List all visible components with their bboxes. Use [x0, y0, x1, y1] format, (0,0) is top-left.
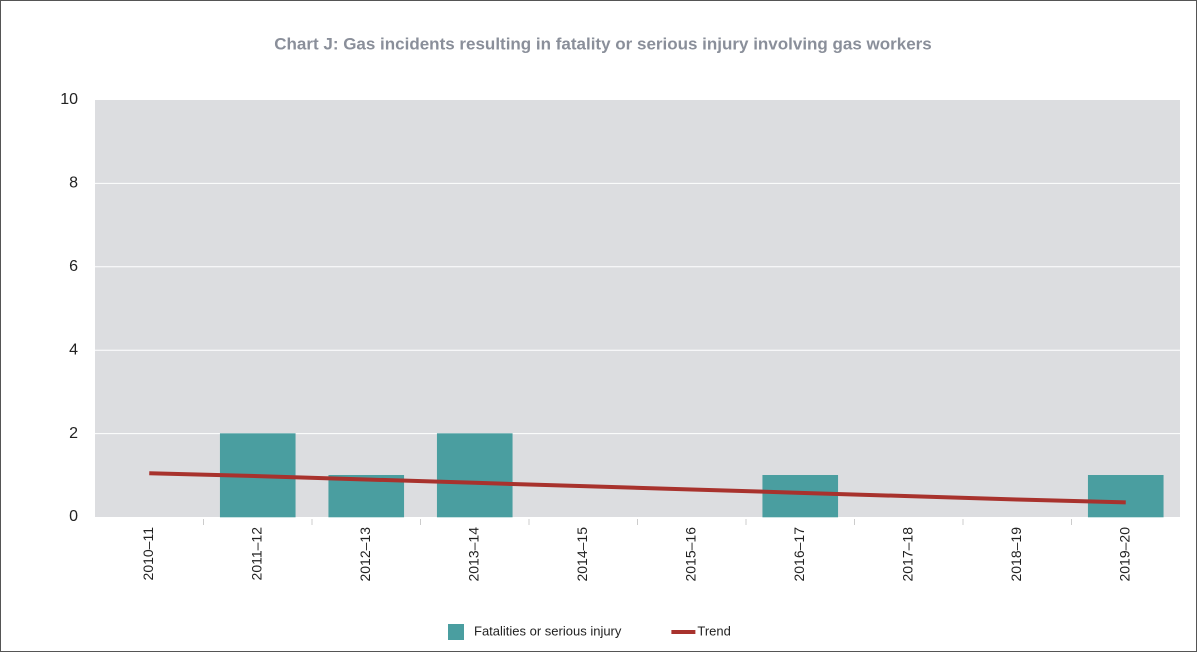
y-tick-label: 2 — [69, 425, 78, 442]
x-tick-label: 2011–12 — [248, 527, 264, 581]
x-tick-label: 2010–11 — [140, 527, 156, 581]
x-tick-label: 2017–18 — [899, 527, 915, 582]
bar — [436, 433, 513, 518]
legend-label: Trend — [697, 623, 730, 638]
chart-title: Chart J: Gas incidents resulting in fata… — [274, 34, 932, 53]
x-tick-label: 2013–14 — [465, 527, 481, 582]
x-tick-label: 2019–20 — [1116, 527, 1132, 582]
bar — [1087, 474, 1164, 518]
y-tick-label: 6 — [69, 258, 78, 275]
y-tick-label: 4 — [69, 341, 78, 358]
legend-label: Fatalities or serious injury — [474, 623, 622, 638]
x-tick-label: 2015–16 — [682, 527, 698, 582]
bar — [762, 474, 839, 518]
trend-line — [149, 471, 1126, 505]
y-tick-label: 10 — [60, 91, 78, 108]
x-tick-label: 2012–13 — [357, 527, 373, 582]
x-tick-label: 2016–17 — [791, 527, 807, 582]
x-tick-label: 2018–19 — [1008, 527, 1024, 582]
bar — [328, 474, 405, 518]
y-tick-label: 0 — [69, 508, 78, 525]
legend-swatch — [448, 624, 464, 640]
y-tick-label: 8 — [69, 175, 78, 192]
x-tick-label: 2014–15 — [574, 527, 590, 582]
